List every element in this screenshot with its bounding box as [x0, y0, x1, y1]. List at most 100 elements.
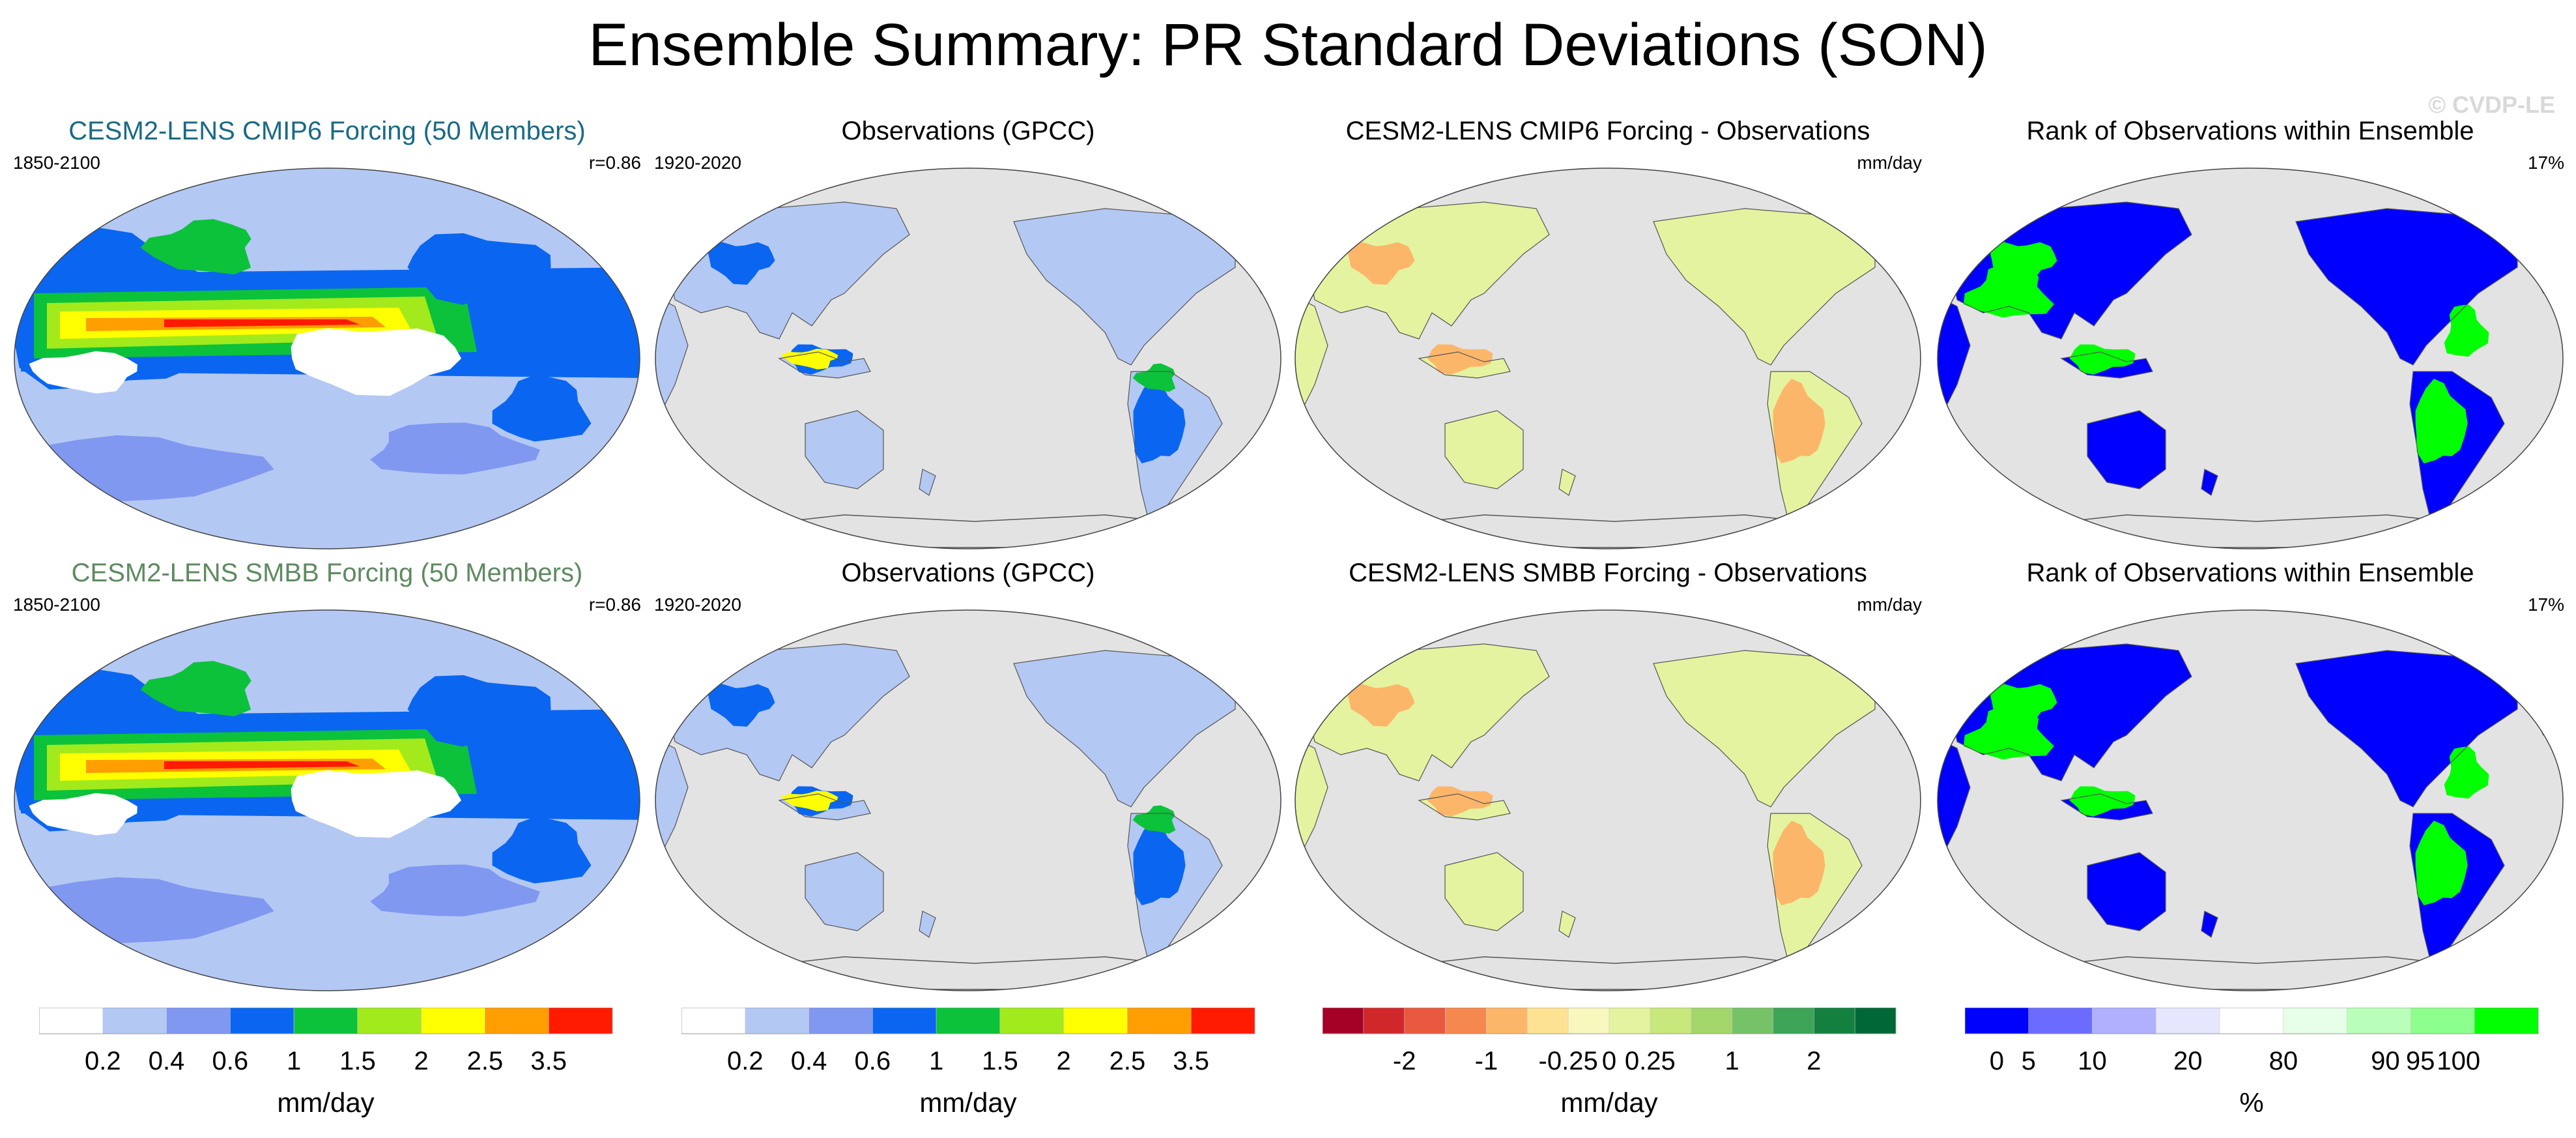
colorbar-swatch [1773, 1008, 1814, 1034]
colorbar-swatch [1486, 1008, 1528, 1034]
colorbar-units: mm/day [1560, 1087, 1658, 1118]
colorbar-swatch [2092, 1008, 2156, 1034]
map-background [1938, 610, 2563, 991]
colorbar-swatch [548, 1008, 613, 1034]
stat-label: r=0.86 [588, 594, 641, 615]
colorbar-swatch [2028, 1008, 2093, 1034]
colorbar-tick-label: 10 [2078, 1047, 2107, 1075]
colorbar-swatch [1063, 1008, 1128, 1034]
colorbar-swatch [1732, 1008, 1773, 1034]
stat-label: r=0.86 [588, 153, 641, 173]
colorbar-tick-label: 1.5 [339, 1047, 376, 1075]
colorbar-tick-label: 1 [929, 1047, 943, 1075]
colorbar-tick-label: 2 [1057, 1047, 1071, 1075]
watermark: © CVDP-LE [2428, 91, 2555, 118]
colorbar-swatch [1567, 1008, 1610, 1034]
period-label: 1920-2020 [654, 594, 741, 615]
landmass-australia [1445, 853, 1523, 931]
map-background [1295, 168, 1921, 549]
colorbar-tick-label: -1 [1475, 1047, 1498, 1075]
colorbar-tick-label: 20 [2173, 1047, 2203, 1075]
map-background [1938, 168, 2563, 549]
map-outline [655, 609, 1281, 991]
colorbar-swatch [1814, 1008, 1855, 1034]
colorbar-tick-label: -2 [1393, 1047, 1416, 1075]
landmass-australia [2087, 411, 2166, 489]
map-panel: CESM2-LENS CMIP6 Forcing - Observations m… [1289, 116, 1927, 549]
map-background [655, 168, 1281, 549]
page-title: Ensemble Summary: PR Standard Deviations… [588, 12, 1988, 78]
map-panel: CESM2-LENS CMIP6 Forcing (50 Members) 185… [8, 116, 646, 549]
map-outline [14, 168, 640, 549]
map-background [655, 610, 1281, 991]
colorbar-tick-label: 2.5 [467, 1047, 504, 1075]
panel-title: CESM2-LENS CMIP6 Forcing - Observations [1345, 117, 1870, 145]
colorbar-swatch [809, 1008, 873, 1034]
colorbar-tick-label: 3.5 [530, 1047, 567, 1075]
period-label: 1920-2020 [654, 153, 741, 173]
map-panel: Rank of Observations within Ensemble 17% [1931, 558, 2569, 991]
panel-title: Rank of Observations within Ensemble [2026, 559, 2474, 587]
colorbar-tick-label: 90 [2371, 1047, 2400, 1075]
colorbar-tick-label: 0.6 [212, 1047, 249, 1075]
colorbar-swatch [872, 1008, 937, 1034]
colorbar-swatch [230, 1008, 294, 1034]
world-map [1937, 168, 2564, 549]
period-label: 1850-2100 [13, 594, 100, 615]
colorbar-tick-label: 2 [1807, 1047, 1821, 1075]
landmass-australia [805, 853, 883, 931]
stat-label: mm/day [1857, 594, 1922, 615]
colorbar-tick-label: 5 [2022, 1047, 2036, 1075]
landmass-nz [1559, 911, 1575, 937]
colorbar-tick-label: 1.5 [982, 1047, 1018, 1075]
colorbar-tick-label: 3.5 [1173, 1047, 1209, 1075]
map-outline [1295, 168, 1921, 549]
world-map [655, 168, 1281, 549]
colorbar-tick-label: 0.4 [791, 1047, 827, 1075]
colorbar-swatch [39, 1008, 104, 1034]
world-map [1937, 609, 2564, 991]
colorbar-swatch [1190, 1008, 1255, 1034]
colorbar-tick-label: 1 [1724, 1047, 1739, 1075]
colorbar-swatch [421, 1008, 485, 1034]
map-outline [1937, 609, 2564, 991]
colorbar-swatch [2347, 1008, 2411, 1034]
colorbar-tick-label: 0 [1602, 1047, 1616, 1075]
panel-title: Rank of Observations within Ensemble [2026, 117, 2474, 145]
colorbar-swatch [1127, 1008, 1192, 1034]
landmass-greenland [2478, 637, 2537, 677]
colorbar: 0 5 10 20 80 90 95 100% [1965, 1008, 2539, 1138]
landmass-greenland [2478, 196, 2537, 235]
colorbar-swatch [1691, 1008, 1732, 1034]
landmass-namerica [1014, 650, 1235, 807]
colorbar-tick-label: 95 [2406, 1047, 2435, 1075]
colorbar-swatch [936, 1008, 1001, 1034]
map-outline [1937, 168, 2564, 549]
colorbar-swatch [1854, 1008, 1896, 1034]
colorbar-swatch [2156, 1008, 2220, 1034]
colorbar-swatch [1965, 1008, 2029, 1034]
colorbar-tick-label: 1 [287, 1047, 301, 1075]
colorbar-swatch [166, 1008, 231, 1034]
landmass-nz [2201, 469, 2218, 495]
colorbar-tick-label: 0.2 [85, 1047, 121, 1075]
stat-label: 17% [2527, 594, 2564, 615]
stat-label: 17% [2527, 153, 2564, 173]
stat-label: mm/day [1857, 153, 1922, 173]
map-panel: Observations (GPCC) 1920-2020 [649, 558, 1287, 991]
colorbar-units: mm/day [919, 1087, 1017, 1118]
map-outline [655, 168, 1281, 549]
colorbar-swatch [485, 1008, 549, 1034]
colorbar-swatch [999, 1008, 1064, 1034]
colorbar-tick-label: 80 [2269, 1047, 2298, 1075]
colorbar-tick-label: 0.25 [1625, 1047, 1676, 1075]
colorbar: 0.2 0.4 0.6 1 1.5 2 2.5 3.5 mm/day [681, 1008, 1255, 1138]
map-panel: CESM2-LENS SMBB Forcing (50 Members) 1850… [8, 558, 646, 991]
world-map [655, 609, 1281, 991]
landmass-greenland [1836, 637, 1895, 677]
colorbar-tick-label: 2 [414, 1047, 429, 1075]
colorbar: -2 -1 -0.25 0 0.25 1 2 mm/day [1323, 1008, 1896, 1138]
landmass-greenland [1196, 196, 1255, 235]
colorbar-tick-label: -0.25 [1539, 1047, 1598, 1075]
panel-title: CESM2-LENS SMBB Forcing (50 Members) [71, 559, 583, 587]
